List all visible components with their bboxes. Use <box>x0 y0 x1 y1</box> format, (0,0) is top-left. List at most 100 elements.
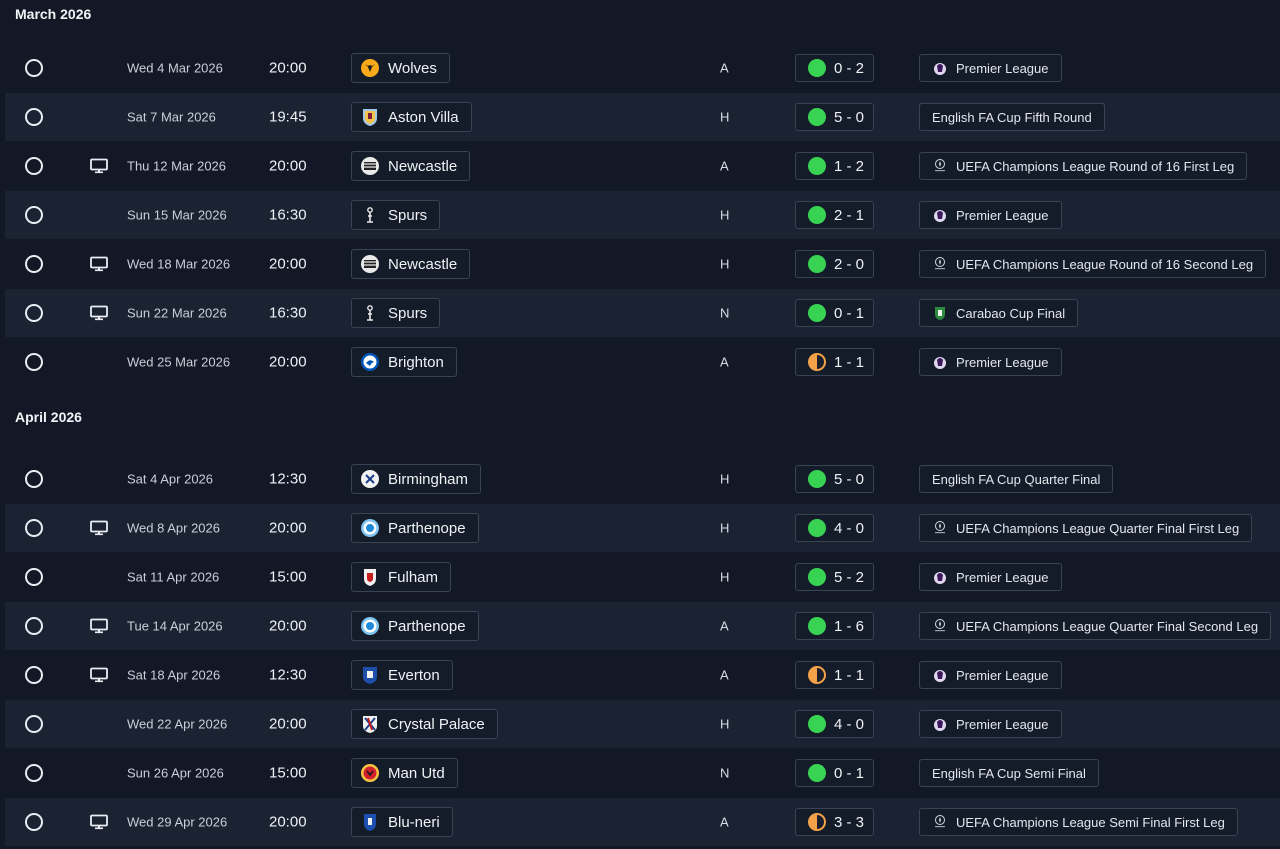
tv-icon <box>90 618 108 634</box>
status-circle-icon[interactable] <box>25 157 43 175</box>
carabao-cup-icon <box>932 305 948 321</box>
status-circle-icon[interactable] <box>25 813 43 831</box>
fixture-row[interactable]: Wed 18 Mar 2026 20:00 Newcastle H 2 - 0 UEFA … <box>5 240 1280 288</box>
champions-league-icon <box>932 618 948 634</box>
status-circle-icon[interactable] <box>25 59 43 77</box>
competition-button[interactable]: Premier League <box>919 201 1062 229</box>
opponent-button[interactable]: Parthenope <box>351 513 479 543</box>
status-circle-icon[interactable] <box>25 304 43 322</box>
opponent-name: Parthenope <box>388 519 466 537</box>
result-button[interactable]: 0 - 1 <box>795 299 875 327</box>
fixture-row[interactable]: Sun 26 Apr 2026 15:00 Man Utd N 0 - 1 English… <box>5 749 1280 797</box>
result-button[interactable]: 2 - 1 <box>795 201 875 229</box>
match-time: 20:00 <box>269 813 307 831</box>
result-button[interactable]: 0 - 1 <box>795 759 875 787</box>
competition-name: Premier League <box>956 667 1049 683</box>
opponent-button[interactable]: Crystal Palace <box>351 709 498 739</box>
competition-button[interactable]: UEFA Champions League Quarter Final Firs… <box>919 514 1253 542</box>
match-date: Sun 22 Mar 2026 <box>127 305 227 321</box>
opponent-button[interactable]: Newcastle <box>351 249 471 279</box>
opponent-button[interactable]: Spurs <box>351 298 441 328</box>
fixture-row[interactable]: Wed 8 Apr 2026 20:00 Parthenope H 4 - 0 UEFA … <box>5 504 1280 552</box>
opponent-button[interactable]: Fulham <box>351 562 452 592</box>
match-date: Wed 8 Apr 2026 <box>127 520 220 536</box>
opponent-button[interactable]: Everton <box>351 660 453 690</box>
competition-button[interactable]: Premier League <box>919 710 1062 738</box>
fixture-row[interactable]: Sat 18 Apr 2026 12:30 Everton A 1 - 1 Premier… <box>5 651 1280 699</box>
opponent-button[interactable]: Birmingham <box>351 464 482 494</box>
competition-button[interactable]: UEFA Champions League Quarter Final Seco… <box>919 612 1272 640</box>
opponent-button[interactable]: Blu-neri <box>351 807 453 837</box>
result-button[interactable]: 0 - 2 <box>795 54 875 82</box>
parthenope-crest-icon <box>360 616 380 636</box>
competition-button[interactable]: Premier League <box>919 661 1062 689</box>
match-time: 15:00 <box>269 764 307 782</box>
score: 1 - 1 <box>834 353 865 371</box>
result-button[interactable]: 4 - 0 <box>795 514 875 542</box>
champions-league-icon <box>932 814 948 830</box>
status-circle-icon[interactable] <box>25 764 43 782</box>
win-indicator-icon <box>808 470 826 488</box>
opponent-button[interactable]: Wolves <box>351 53 450 83</box>
competition-button[interactable]: English FA Cup Semi Final <box>919 759 1099 787</box>
status-circle-icon[interactable] <box>25 617 43 635</box>
opponent-button[interactable]: Newcastle <box>351 151 471 181</box>
fixture-row[interactable]: Sun 15 Mar 2026 16:30 Spurs H 2 - 1 Premier L… <box>5 191 1280 239</box>
fixture-row[interactable]: Sat 11 Apr 2026 15:00 Fulham H 5 - 2 Premier … <box>5 553 1280 601</box>
fixture-row[interactable]: Sat 7 Mar 2026 19:45 Aston Villa H 5 - 0 Engl… <box>5 93 1280 141</box>
status-circle-icon[interactable] <box>25 353 43 371</box>
opponent-name: Birmingham <box>388 470 469 488</box>
status-circle-icon[interactable] <box>25 255 43 273</box>
score: 1 - 1 <box>834 666 865 684</box>
status-circle-icon[interactable] <box>25 206 43 224</box>
score: 0 - 2 <box>834 59 865 77</box>
win-indicator-icon <box>808 108 826 126</box>
opponent-button[interactable]: Brighton <box>351 347 457 377</box>
result-button[interactable]: 1 - 2 <box>795 152 875 180</box>
result-button[interactable]: 5 - 2 <box>795 563 875 591</box>
fixture-row[interactable]: Thu 12 Mar 2026 20:00 Newcastle A 1 - 2 UEFA … <box>5 142 1280 190</box>
champions-league-icon <box>932 158 948 174</box>
fixture-row[interactable]: Tue 14 Apr 2026 20:00 Parthenope A 1 - 6 UEFA… <box>5 602 1280 650</box>
status-circle-icon[interactable] <box>25 519 43 537</box>
win-indicator-icon <box>808 206 826 224</box>
fixture-row[interactable]: Wed 22 Apr 2026 20:00 Crystal Palace H 4 - 0… <box>5 700 1280 748</box>
result-button[interactable]: 1 - 1 <box>795 661 875 689</box>
result-button[interactable]: 5 - 0 <box>795 103 875 131</box>
opponent-button[interactable]: Spurs <box>351 200 441 230</box>
result-button[interactable]: 1 - 6 <box>795 612 875 640</box>
competition-button[interactable]: UEFA Champions League Semi Final First L… <box>919 808 1238 836</box>
score: 4 - 0 <box>834 519 865 537</box>
win-indicator-icon <box>808 157 826 175</box>
status-circle-icon[interactable] <box>25 715 43 733</box>
result-button[interactable]: 2 - 0 <box>795 250 875 278</box>
fixture-row[interactable]: Sun 22 Mar 2026 16:30 Spurs N 0 - 1 Carabao C… <box>5 289 1280 337</box>
status-circle-icon[interactable] <box>25 108 43 126</box>
competition-button[interactable]: Carabao Cup Final <box>919 299 1079 327</box>
competition-button[interactable]: Premier League <box>919 563 1062 591</box>
opponent-button[interactable]: Man Utd <box>351 758 458 788</box>
blu-neri-crest-icon <box>360 812 380 832</box>
opponent-button[interactable]: Aston Villa <box>351 102 472 132</box>
status-circle-icon[interactable] <box>25 666 43 684</box>
competition-button[interactable]: UEFA Champions League Round of 16 Second… <box>919 250 1267 278</box>
competition-button[interactable]: Premier League <box>919 348 1062 376</box>
competition-button[interactable]: English FA Cup Quarter Final <box>919 465 1114 493</box>
competition-button[interactable]: UEFA Champions League Round of 16 First … <box>919 152 1248 180</box>
opponent-button[interactable]: Parthenope <box>351 611 479 641</box>
status-circle-icon[interactable] <box>25 568 43 586</box>
competition-button[interactable]: Premier League <box>919 54 1062 82</box>
competition-button[interactable]: English FA Cup Fifth Round <box>919 103 1105 131</box>
result-button[interactable]: 1 - 1 <box>795 348 875 376</box>
venue: A <box>720 158 729 174</box>
fixture-row[interactable]: Wed 4 Mar 2026 20:00 Wolves A 0 - 2 Premier L… <box>5 44 1280 92</box>
fixture-row[interactable]: Wed 25 Mar 2026 20:00 Brighton A 1 - 1 Premie… <box>5 338 1280 386</box>
score: 5 - 0 <box>834 470 865 488</box>
result-button[interactable]: 5 - 0 <box>795 465 875 493</box>
fixture-row[interactable]: Sat 4 Apr 2026 12:30 Birmingham H 5 - 0 Engli… <box>5 455 1280 503</box>
status-circle-icon[interactable] <box>25 470 43 488</box>
result-button[interactable]: 3 - 3 <box>795 808 875 836</box>
opponent-name: Brighton <box>388 353 444 371</box>
result-button[interactable]: 4 - 0 <box>795 710 875 738</box>
fixture-row[interactable]: Wed 29 Apr 2026 20:00 Blu-neri A 3 - 3 UEFA C… <box>5 798 1280 846</box>
